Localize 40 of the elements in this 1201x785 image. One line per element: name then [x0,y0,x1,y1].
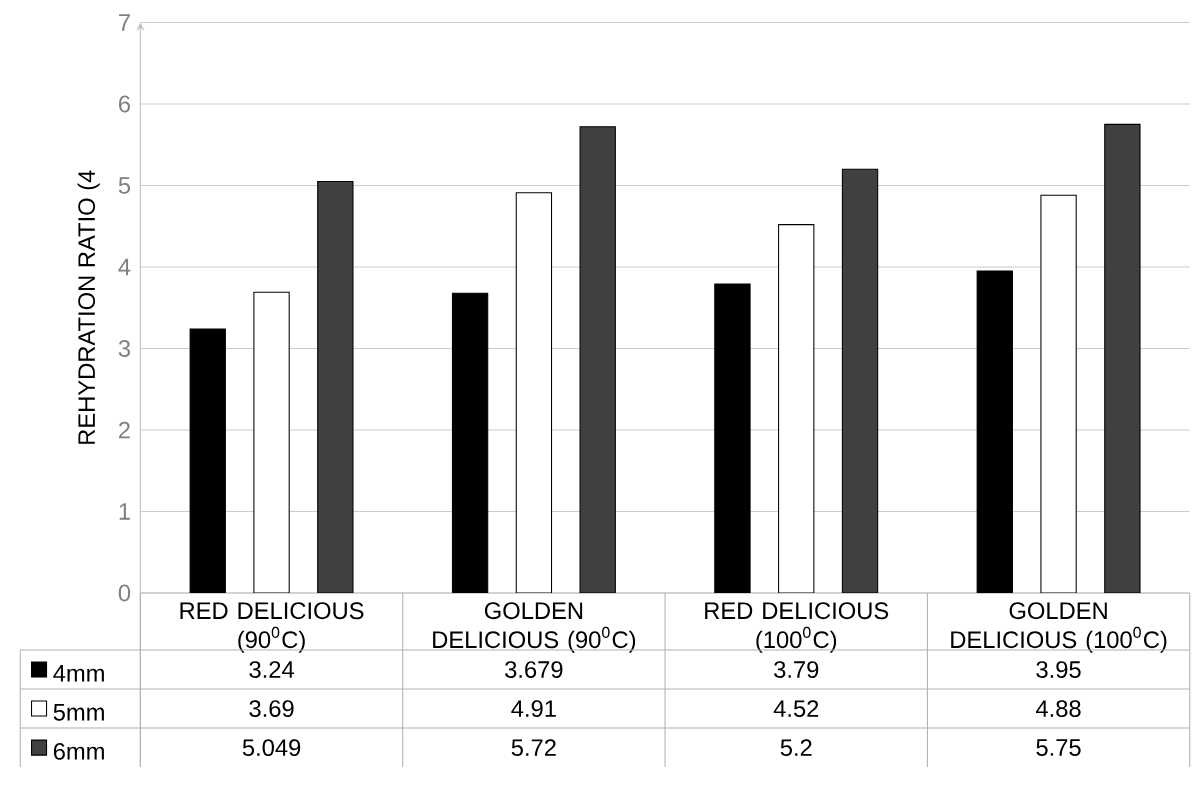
data-label: 5.75 [1036,739,1081,756]
bar [714,283,751,593]
bar [451,292,489,593]
data-label: 5.049 [242,739,301,756]
y-tick-label: 6 [119,95,131,113]
bar [1104,123,1141,593]
y-tick-label: 3 [118,340,131,357]
y-tick-label: 4 [118,258,131,276]
data-label: 3.24 [249,661,294,678]
data-label: 4.52 [773,700,819,717]
x-tick-label: RED DELICIOUS (100$^{0}$C) [705,602,889,653]
data-label: 4.91 [511,700,556,717]
x-tick-label: GOLDEN DELICIOUS (90$^{0}$C) [433,602,636,653]
bar [253,291,290,593]
y-tick-label: 0 [118,584,131,602]
bar [515,192,553,593]
x-tick-label: RED DELICIOUS (90$^{0}$C) [180,602,364,653]
y-tick-label: 5 [118,177,131,194]
y-tick-label: 1 [119,503,130,520]
bar [1040,194,1077,593]
bar [778,224,815,593]
bar [579,126,616,593]
legend-label: 4mm [53,665,104,682]
y-axis-title: REHYDRATION RATIO (4 [77,170,100,444]
y-tick-label: 2 [119,421,130,439]
legend-label: 6mm [53,742,104,760]
bar [189,328,226,593]
data-label: 3.79 [774,661,819,678]
data-label: 3.69 [249,700,294,717]
y-tick-label: 7 [119,14,130,31]
bar [317,180,354,593]
data-label: 4.88 [1035,700,1081,717]
data-label: 5.72 [511,739,556,756]
data-label: 3.95 [1036,661,1081,678]
data-label: 5.2 [780,739,812,756]
x-tick-label: GOLDEN DELICIOUS (100$^{0}$C) [951,602,1167,653]
data-label: 3.679 [505,661,563,678]
bar [976,270,1013,593]
legend-label: 5mm [53,703,104,721]
bar [841,168,879,593]
